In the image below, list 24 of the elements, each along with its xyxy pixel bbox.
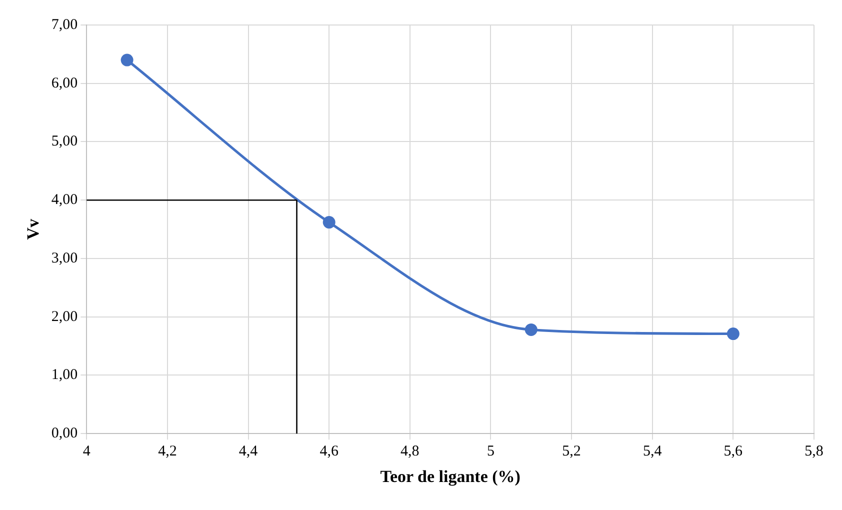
y-axis-title: Vv — [24, 218, 43, 240]
x-tick-label: 5,4 — [642, 444, 662, 460]
x-axis-title: Teor de ligante (%) — [380, 467, 520, 486]
x-tick-label: 4,8 — [400, 444, 420, 460]
point — [726, 328, 740, 340]
y-tick-label: 1,00 — [51, 367, 78, 384]
x-tick-label: 5,6 — [724, 444, 744, 460]
x-tick-label: 5,2 — [562, 444, 581, 460]
y-tick-label: 5,00 — [51, 134, 78, 150]
point — [322, 216, 336, 229]
y-tick-label: 2,00 — [51, 308, 78, 325]
x-tick-label: 5 — [486, 444, 494, 460]
y-tick-label: 6,00 — [51, 75, 78, 92]
y-tick-label: 4,00 — [51, 192, 78, 208]
y-tick-label: 3,00 — [51, 250, 78, 266]
y-tick-label: 7,00 — [51, 16, 78, 33]
x-tick-label: 5,8 — [804, 444, 824, 460]
y-tick-label: 0,00 — [51, 426, 78, 442]
point — [524, 323, 538, 336]
x-tick-label: 4,6 — [320, 444, 339, 460]
point — [120, 54, 134, 66]
x-tick-label: 4,4 — [238, 444, 258, 460]
x-tick-label: 4,2 — [158, 444, 177, 460]
x-tick-label: 4 — [82, 444, 91, 460]
